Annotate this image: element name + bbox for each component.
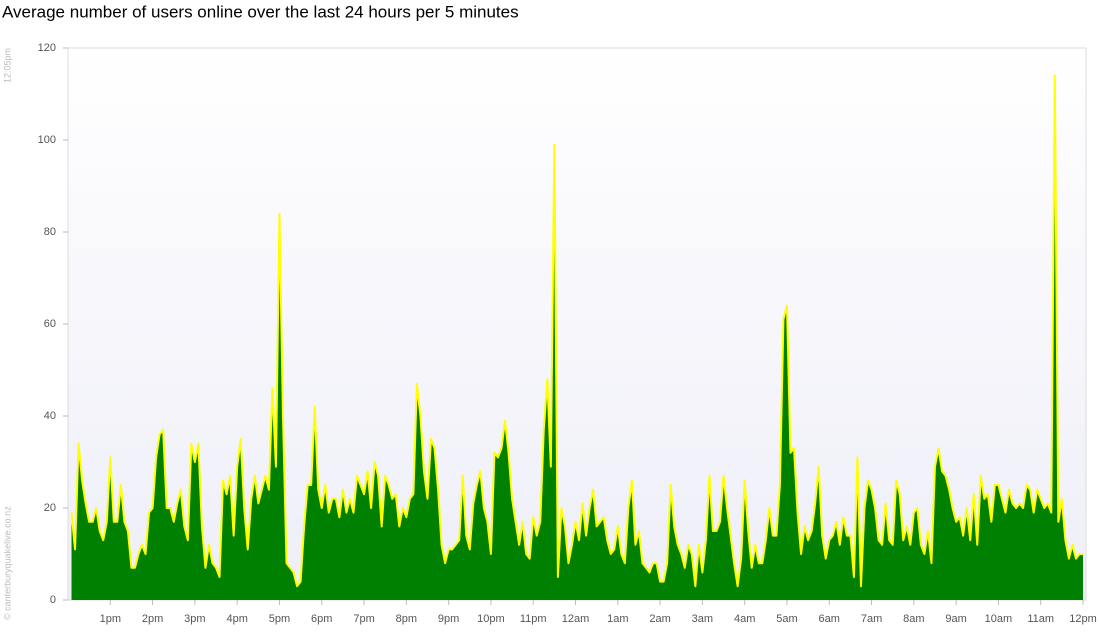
x-tick-label: 11pm — [520, 613, 547, 625]
x-tick-label: 4pm — [226, 613, 247, 625]
x-tick-label: 11am — [1027, 613, 1054, 625]
x-tick-label: 9pm — [438, 613, 459, 625]
x-tick-label: 2pm — [142, 613, 163, 625]
x-tick-label: 5pm — [269, 613, 290, 625]
x-tick-label: 4am — [734, 613, 755, 625]
x-tick-label: 5am — [776, 613, 797, 625]
x-tick-label: 12pm — [1069, 613, 1097, 625]
y-tick-label: 100 — [38, 134, 56, 146]
y-tick-label: 40 — [44, 410, 56, 422]
y-tick-label: 60 — [44, 318, 56, 330]
x-tick-label: 1pm — [100, 613, 121, 625]
chart-title: Average number of users online over the … — [2, 2, 519, 21]
x-tick-label: 8pm — [396, 613, 417, 625]
area — [71, 75, 1084, 601]
x-tick-label: 7pm — [353, 613, 374, 625]
x-tick-label: 12am — [562, 613, 590, 625]
x-tick-label: 8am — [903, 613, 924, 625]
y-tick-label: 0 — [50, 594, 56, 606]
x-tick-label: 6am — [819, 613, 840, 625]
x-tick-label: 7am — [861, 613, 882, 625]
timestamp: 12:05pm — [2, 48, 12, 83]
credit: © canterburyquakelive.co.nz — [2, 506, 12, 620]
x-tick-label: 6pm — [311, 613, 332, 625]
x-tick-label: 3pm — [184, 613, 205, 625]
x-tick-label: 3am — [692, 613, 713, 625]
x-tick-label: 10am — [985, 613, 1013, 625]
x-tick-label: 10pm — [477, 613, 505, 625]
x-tick-label: 1am — [607, 613, 628, 625]
y-tick-label: 80 — [44, 226, 56, 238]
y-tick-label: 20 — [44, 502, 56, 514]
line — [70, 74, 1083, 588]
y-tick-label: 120 — [38, 42, 56, 54]
x-tick-label: 9am — [945, 613, 966, 625]
x-tick-label: 2am — [649, 613, 670, 625]
